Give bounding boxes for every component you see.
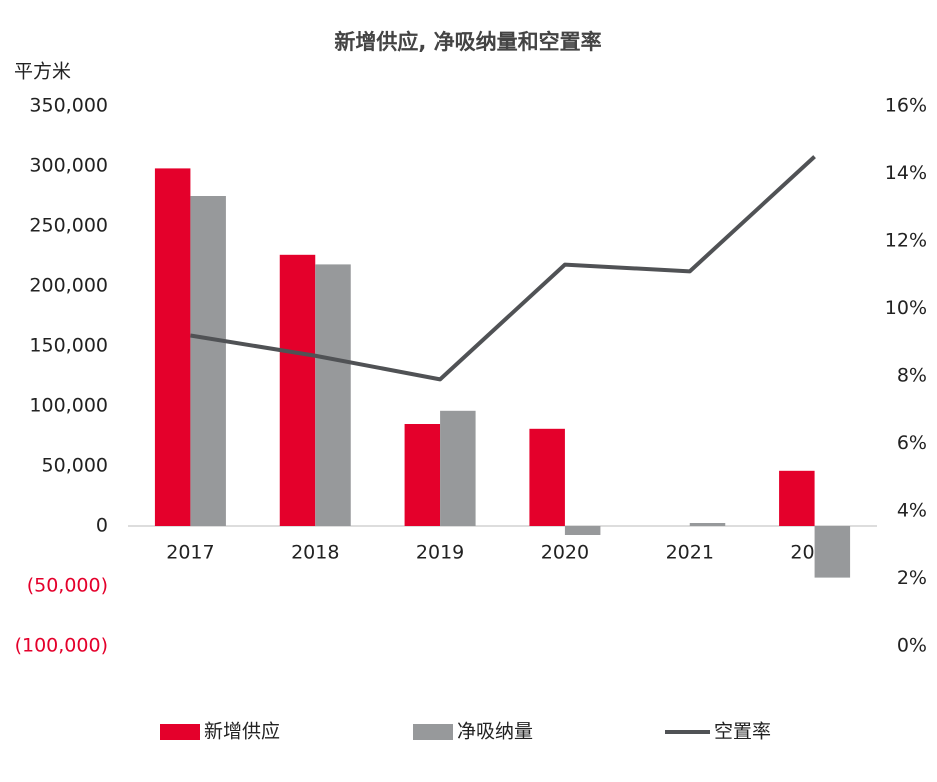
y2-tick-label: 14%: [885, 162, 927, 184]
y-tick-label: 150,000: [29, 335, 108, 357]
y2-tick-label: 8%: [897, 365, 927, 387]
y-tick-label: 350,000: [29, 95, 108, 117]
bar: [404, 424, 441, 526]
y-tick-label: 200,000: [29, 275, 108, 297]
bar: [154, 168, 191, 526]
y2-tick-label: 4%: [897, 500, 927, 522]
x-tick-label: 2019: [416, 542, 464, 564]
bar: [529, 428, 565, 526]
legend-swatch: [413, 724, 453, 740]
y2-tick-label: 0%: [897, 635, 927, 657]
y-tick-label: 50,000: [42, 455, 108, 477]
y2-tick-label: 16%: [885, 95, 927, 117]
y2-tick-label: 12%: [885, 230, 927, 252]
bar: [689, 523, 726, 526]
y-tick-label: 100,000: [29, 395, 108, 417]
y-tick-label: (50,000): [27, 575, 108, 597]
y2-tick-label: 6%: [897, 432, 927, 454]
bar: [779, 470, 815, 526]
chart-title: 新增供应, 净吸纳量和空置率: [334, 30, 601, 54]
legend-label: 新增供应: [204, 721, 280, 743]
bar: [440, 410, 476, 526]
y-tick-label: (100,000): [15, 635, 108, 657]
legend-label: 空置率: [714, 721, 771, 743]
y2-tick-label: 2%: [897, 567, 927, 589]
y-axis-label: 平方米: [14, 61, 71, 83]
bar: [190, 196, 226, 526]
x-tick-label: 2020: [541, 542, 589, 564]
line: [190, 155, 816, 382]
legend-label: 净吸纳量: [457, 721, 533, 743]
y2-tick-label: 10%: [885, 297, 927, 319]
y-tick-label: 250,000: [29, 215, 108, 237]
x-tick-label: 2017: [166, 542, 214, 564]
x-tick-label: 2021: [666, 542, 714, 564]
bar: [564, 526, 601, 535]
bar: [814, 526, 851, 578]
bar: [279, 254, 316, 527]
bar: [315, 264, 351, 526]
x-tick-label: 2018: [291, 542, 339, 564]
y-tick-label: 300,000: [29, 155, 108, 177]
y-tick-label: 0: [96, 515, 108, 537]
legend-swatch: [160, 724, 200, 740]
